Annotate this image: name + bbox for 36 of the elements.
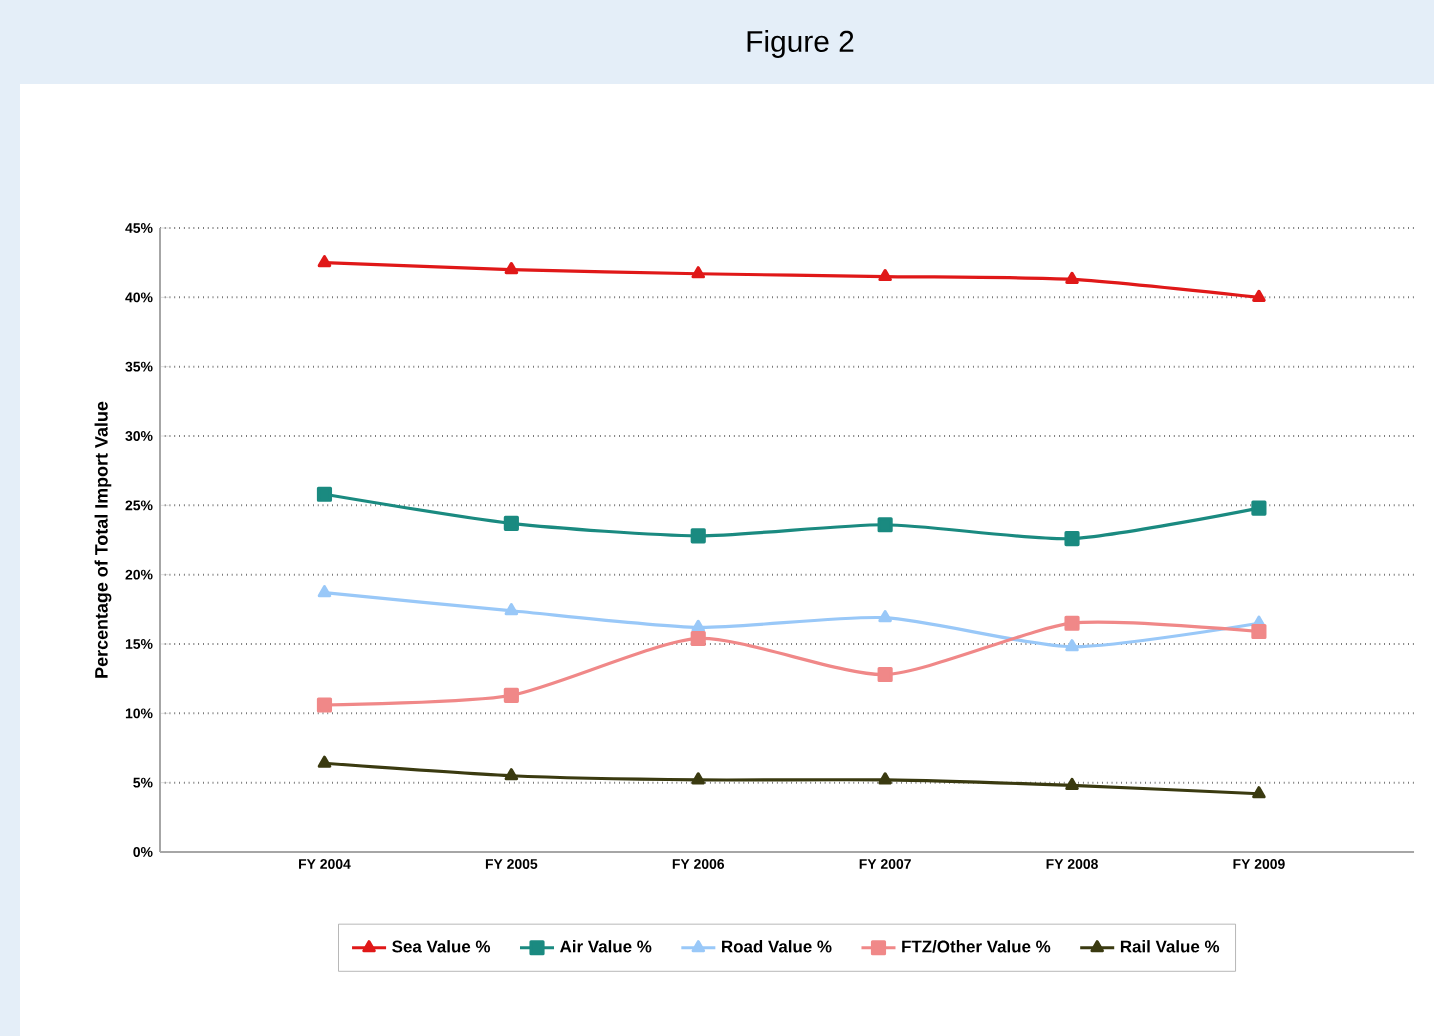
point	[317, 255, 332, 268]
legend-label: Road Value %	[722, 940, 832, 953]
point	[503, 515, 519, 531]
point	[503, 687, 519, 703]
point	[1065, 639, 1079, 652]
point	[504, 768, 519, 781]
point	[691, 619, 706, 632]
point	[691, 266, 706, 279]
point	[1251, 623, 1267, 640]
legend-label: FTZ/Other Value %	[902, 940, 1051, 953]
legend-label: Sea Value %	[392, 940, 491, 953]
point	[504, 262, 519, 275]
point	[877, 517, 893, 533]
point	[690, 630, 706, 647]
point	[690, 528, 706, 544]
chart-title: Figure 2	[747, 30, 854, 58]
point	[1064, 531, 1080, 547]
point	[504, 603, 519, 616]
legend-label: Rail Value %	[1120, 940, 1220, 953]
point	[1252, 289, 1266, 302]
point	[877, 666, 893, 683]
legend-label: Air Value %	[560, 940, 652, 953]
point	[1252, 786, 1266, 799]
point	[317, 755, 332, 768]
point	[878, 268, 892, 282]
y-axis-title: Percentage of Total Import Value	[94, 401, 112, 678]
point	[1065, 271, 1079, 284]
point	[878, 772, 892, 785]
point	[316, 697, 333, 713]
point	[317, 585, 332, 598]
point	[878, 610, 892, 623]
point	[1064, 615, 1080, 631]
point	[1065, 777, 1079, 791]
point	[1251, 500, 1267, 516]
point	[316, 486, 333, 502]
point	[691, 772, 706, 785]
